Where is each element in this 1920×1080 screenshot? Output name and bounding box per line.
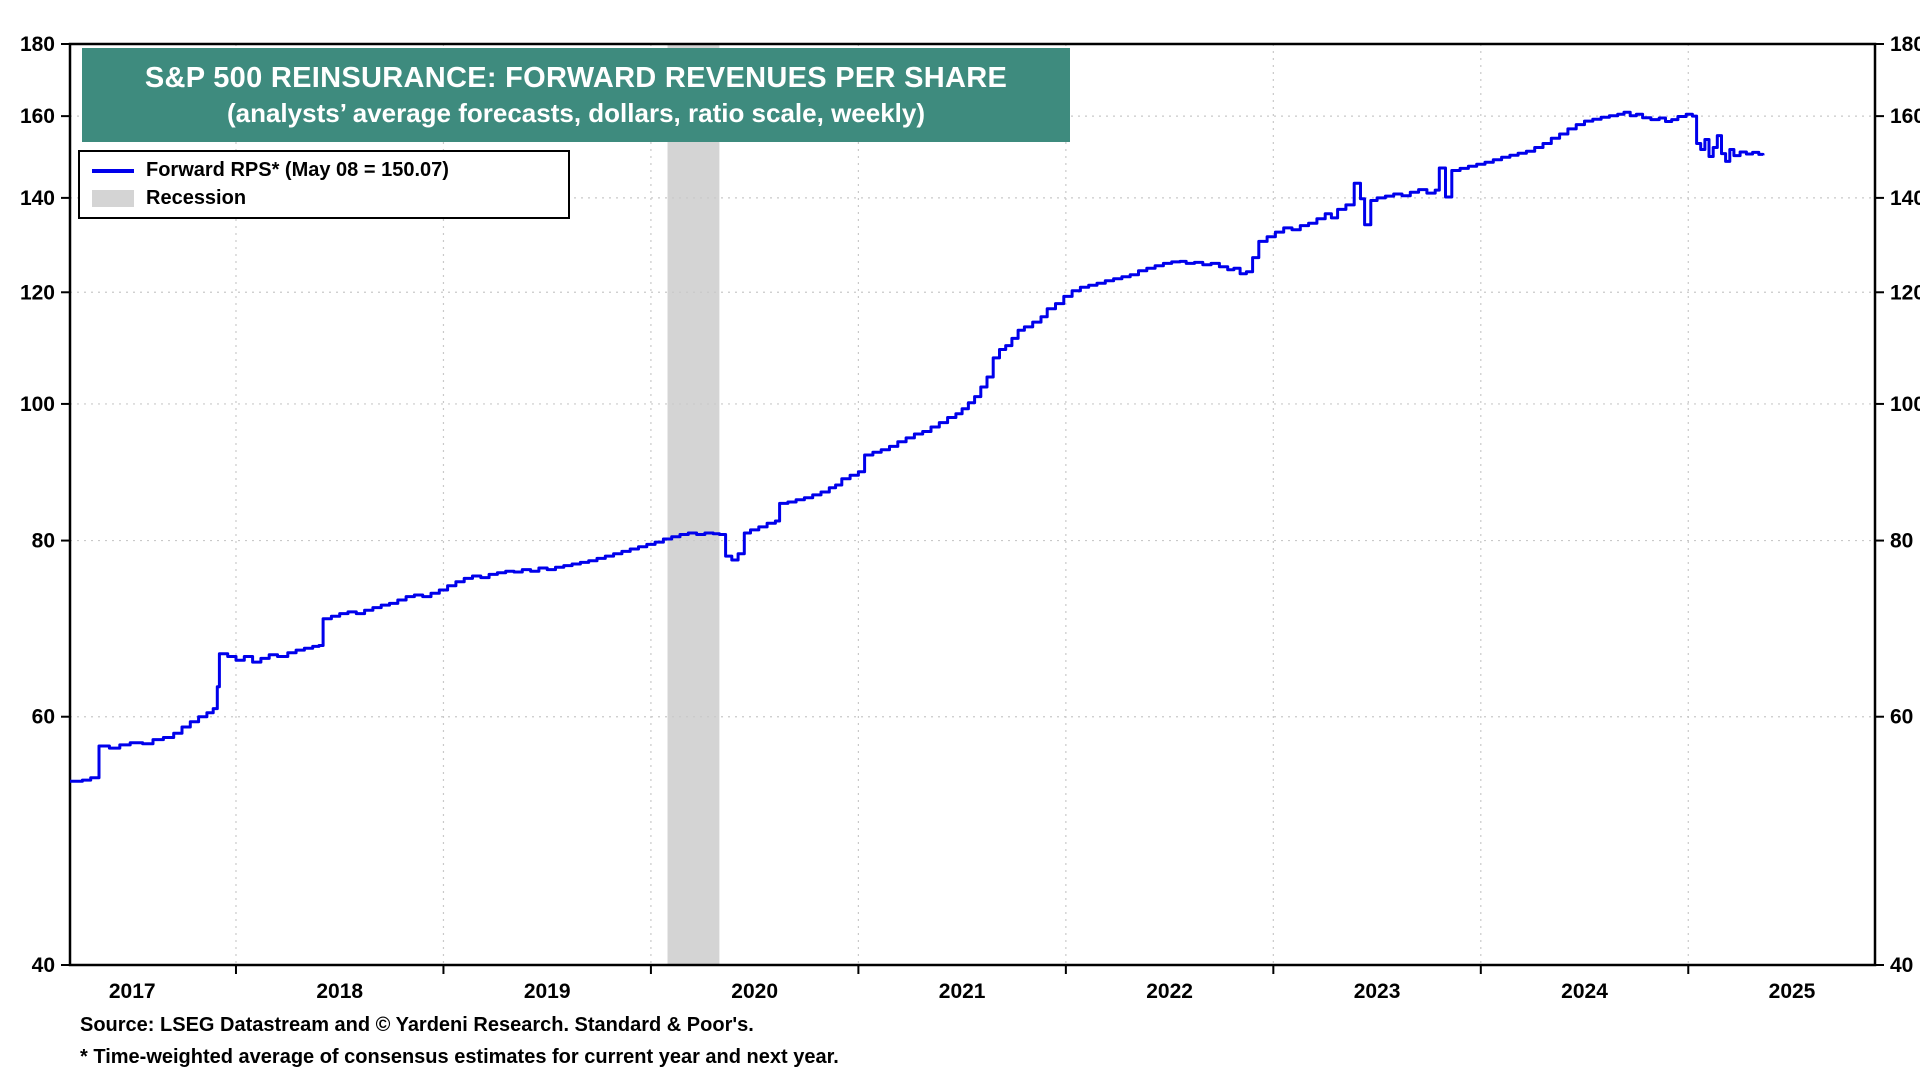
x-axis-label: 2019 bbox=[524, 980, 571, 1003]
y-axis-label-right: 60 bbox=[1890, 706, 1913, 729]
y-axis-label-left: 60 bbox=[32, 706, 55, 729]
y-axis-label-left: 100 bbox=[20, 393, 55, 416]
x-axis-label: 2021 bbox=[939, 980, 986, 1003]
forward-rps-line bbox=[70, 110, 1765, 783]
y-axis-label-right: 160 bbox=[1890, 105, 1920, 128]
recession-band bbox=[667, 44, 720, 965]
x-axis-label: 2020 bbox=[731, 980, 778, 1003]
legend-item-forward-rps: Forward RPS* (May 08 = 150.07) bbox=[92, 158, 556, 183]
legend-item-recession: Recession bbox=[92, 186, 556, 211]
legend-label-forward-rps: Forward RPS* (May 08 = 150.07) bbox=[146, 159, 449, 181]
y-axis-label-left: 120 bbox=[20, 281, 55, 304]
y-axis-label-right: 80 bbox=[1890, 530, 1913, 553]
legend-band-swatch bbox=[92, 190, 134, 207]
y-axis-label-right: 180 bbox=[1890, 33, 1920, 56]
y-axis-label-left: 180 bbox=[20, 33, 55, 56]
plot-frame bbox=[68, 42, 1877, 967]
x-axis-label: 2023 bbox=[1354, 980, 1401, 1003]
source-text: Source: LSEG Datastream and © Yardeni Re… bbox=[80, 1014, 754, 1036]
footnote-text: * Time-weighted average of consensus est… bbox=[80, 1046, 839, 1068]
chart-title-box: S&P 500 REINSURANCE: FORWARD REVENUES PE… bbox=[82, 48, 1070, 142]
y-axis-label-right: 140 bbox=[1890, 187, 1920, 210]
y-axis-label-left: 160 bbox=[20, 105, 55, 128]
x-axis-label: 2018 bbox=[316, 980, 363, 1003]
y-axis-label-right: 40 bbox=[1890, 954, 1913, 977]
legend-label-recession: Recession bbox=[146, 187, 247, 209]
chart-subtitle: (analysts’ average forecasts, dollars, r… bbox=[226, 97, 926, 128]
y-axis-label-left: 40 bbox=[32, 954, 55, 977]
legend: Forward RPS* (May 08 = 150.07) Recession bbox=[78, 150, 570, 219]
chart-title: S&P 500 REINSURANCE: FORWARD REVENUES PE… bbox=[144, 61, 1008, 94]
y-axis-label-left: 80 bbox=[32, 530, 55, 553]
y-axis-label-right: 120 bbox=[1890, 281, 1920, 304]
legend-line-swatch bbox=[92, 168, 134, 173]
x-axis-label: 2025 bbox=[1769, 980, 1816, 1003]
y-axis-label-left: 140 bbox=[20, 187, 55, 210]
y-axis-label-right: 100 bbox=[1890, 393, 1920, 416]
x-axis-label: 2024 bbox=[1561, 980, 1608, 1003]
x-axis-label: 2022 bbox=[1146, 980, 1193, 1003]
x-axis-label: 2017 bbox=[109, 980, 156, 1003]
